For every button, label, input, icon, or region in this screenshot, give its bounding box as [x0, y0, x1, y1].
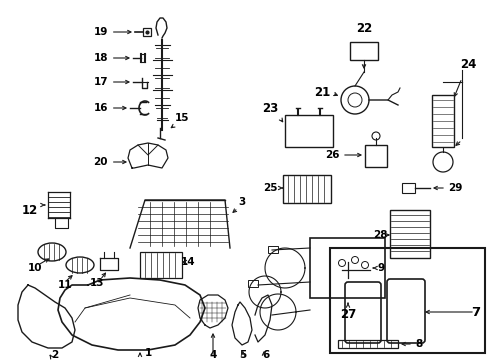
Text: 8: 8: [414, 339, 421, 349]
Bar: [247, 280, 258, 287]
Bar: [401, 183, 414, 193]
Text: 18: 18: [93, 53, 129, 63]
Bar: [267, 246, 278, 253]
Text: 29: 29: [447, 183, 462, 193]
Text: 3: 3: [238, 197, 245, 207]
Bar: [140, 252, 182, 278]
Bar: [337, 340, 397, 348]
Text: 13: 13: [90, 278, 104, 288]
Text: 17: 17: [93, 77, 129, 87]
Bar: [329, 248, 484, 353]
Text: 24: 24: [459, 58, 475, 72]
Text: 5: 5: [239, 350, 246, 360]
Bar: [389, 210, 429, 258]
Bar: [142, 28, 151, 36]
Bar: [309, 238, 384, 298]
Text: 1: 1: [144, 348, 151, 358]
Text: 16: 16: [93, 103, 126, 113]
Text: 21: 21: [313, 85, 329, 99]
Text: 28: 28: [373, 230, 387, 240]
Bar: [364, 145, 386, 167]
Bar: [285, 115, 332, 147]
Bar: [349, 42, 377, 60]
Bar: [431, 95, 453, 147]
Bar: [283, 175, 330, 203]
Text: 20: 20: [93, 157, 126, 167]
Text: 14: 14: [180, 257, 195, 267]
Text: 12: 12: [22, 203, 38, 216]
Text: 26: 26: [325, 150, 339, 160]
Text: 25: 25: [263, 183, 278, 193]
Text: 4: 4: [209, 350, 216, 360]
Text: 27: 27: [339, 308, 355, 321]
Text: 22: 22: [355, 22, 371, 35]
Text: 9: 9: [377, 263, 385, 273]
Text: 7: 7: [470, 306, 479, 319]
Text: 2: 2: [51, 350, 59, 360]
Text: 11: 11: [58, 280, 72, 290]
Text: 15: 15: [175, 113, 189, 123]
Text: 19: 19: [93, 27, 131, 37]
Text: 10: 10: [28, 263, 42, 273]
Text: 6: 6: [262, 350, 269, 360]
Text: 23: 23: [261, 102, 278, 114]
